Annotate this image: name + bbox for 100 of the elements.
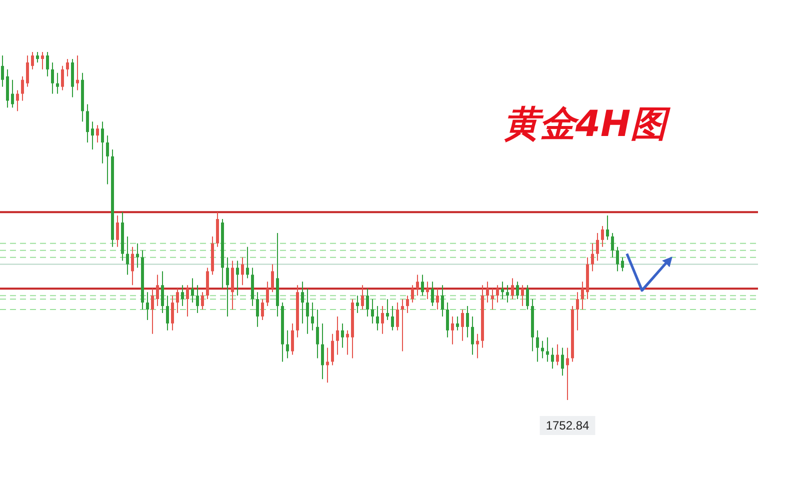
candlestick <box>381 306 384 334</box>
candlestick <box>431 281 434 307</box>
candlestick <box>616 246 619 272</box>
candlestick <box>96 124 99 143</box>
candlestick <box>566 347 569 400</box>
candlestick <box>561 347 564 376</box>
candlestick <box>191 278 194 304</box>
candlestick <box>266 281 269 307</box>
candlestick <box>151 288 154 334</box>
candlestick <box>536 330 539 362</box>
candlestick <box>86 104 89 143</box>
text: 黄金4H图 <box>502 103 672 147</box>
candlestick <box>116 215 119 248</box>
candlestick <box>496 284 499 304</box>
candlestick <box>606 215 609 240</box>
candlestick <box>416 274 419 296</box>
candlestick <box>486 281 489 304</box>
candlestick <box>421 274 424 296</box>
candlestick <box>581 281 584 310</box>
candlestick <box>336 316 339 356</box>
candlestick <box>1 54 4 88</box>
candlestick <box>256 292 259 328</box>
candlestick <box>446 302 449 338</box>
candlestick <box>456 316 459 331</box>
candlestick <box>91 121 94 150</box>
candlestick <box>321 322 324 380</box>
candlestick <box>76 54 79 91</box>
candlestick <box>341 322 344 348</box>
candlestick <box>546 336 549 362</box>
candlestick <box>371 298 374 324</box>
candlestick <box>21 76 24 102</box>
candlestick <box>241 256 244 286</box>
candlestick <box>426 281 429 300</box>
candlestick <box>201 292 204 310</box>
candlestick <box>166 295 169 331</box>
candlestick <box>101 121 104 164</box>
candlestick <box>31 52 34 70</box>
candlestick <box>516 281 519 300</box>
candlestick <box>11 79 14 108</box>
candlestick <box>551 347 554 370</box>
candlestick <box>161 270 164 314</box>
candlestick <box>261 298 264 320</box>
candlestick <box>411 284 414 304</box>
candlestick <box>301 281 304 324</box>
candlestick <box>171 295 174 331</box>
candlestick <box>596 232 599 262</box>
candlestick <box>511 278 514 300</box>
candlestick <box>61 65 64 91</box>
candlestick <box>46 52 49 77</box>
candlestick <box>236 260 239 296</box>
candlestick <box>501 281 504 300</box>
candlestick <box>176 288 179 314</box>
candlestick <box>591 242 594 272</box>
candlestick <box>146 292 149 320</box>
candlestick <box>491 288 494 310</box>
candlestick <box>366 288 369 317</box>
candlestick <box>291 322 294 356</box>
candlestick <box>376 306 379 331</box>
candlestick <box>181 284 184 307</box>
candlestick <box>316 309 319 359</box>
candlestick <box>131 246 134 286</box>
candlestick <box>306 288 309 334</box>
candlestick <box>476 333 479 359</box>
candlestick <box>346 330 349 356</box>
candlestick <box>451 316 454 345</box>
candlestick <box>461 309 464 342</box>
candlestick <box>576 292 579 331</box>
candlestick <box>126 236 129 276</box>
candlestick <box>326 347 329 384</box>
candlestick <box>26 54 29 88</box>
candlestick <box>601 226 604 248</box>
candlestick <box>521 284 524 307</box>
candlestick <box>186 284 189 317</box>
candlestick <box>41 52 44 70</box>
candlestick <box>226 256 229 317</box>
candlestick <box>361 284 364 310</box>
candlestick <box>386 298 389 320</box>
candlestick <box>526 284 529 310</box>
candlestick <box>471 316 474 356</box>
candlestick <box>611 232 614 258</box>
candlestick <box>541 340 544 359</box>
candlestick <box>406 295 409 314</box>
candlestick <box>106 135 109 185</box>
text: 1752.84 <box>546 418 590 432</box>
candlestick <box>436 288 439 310</box>
candlestick <box>156 274 159 307</box>
candlestick <box>51 62 54 94</box>
candlestick <box>16 90 19 112</box>
candlestick <box>401 298 404 352</box>
candlestick <box>331 333 334 366</box>
candlestick <box>396 302 399 331</box>
candlestick <box>196 284 199 314</box>
candlestick <box>246 246 249 279</box>
candlestick <box>136 242 139 268</box>
candlestick <box>391 306 394 331</box>
candlestick <box>66 58 69 77</box>
candlestick <box>311 302 314 331</box>
candlestick <box>56 72 59 94</box>
candlestick <box>286 330 289 359</box>
candlestick <box>441 284 444 317</box>
